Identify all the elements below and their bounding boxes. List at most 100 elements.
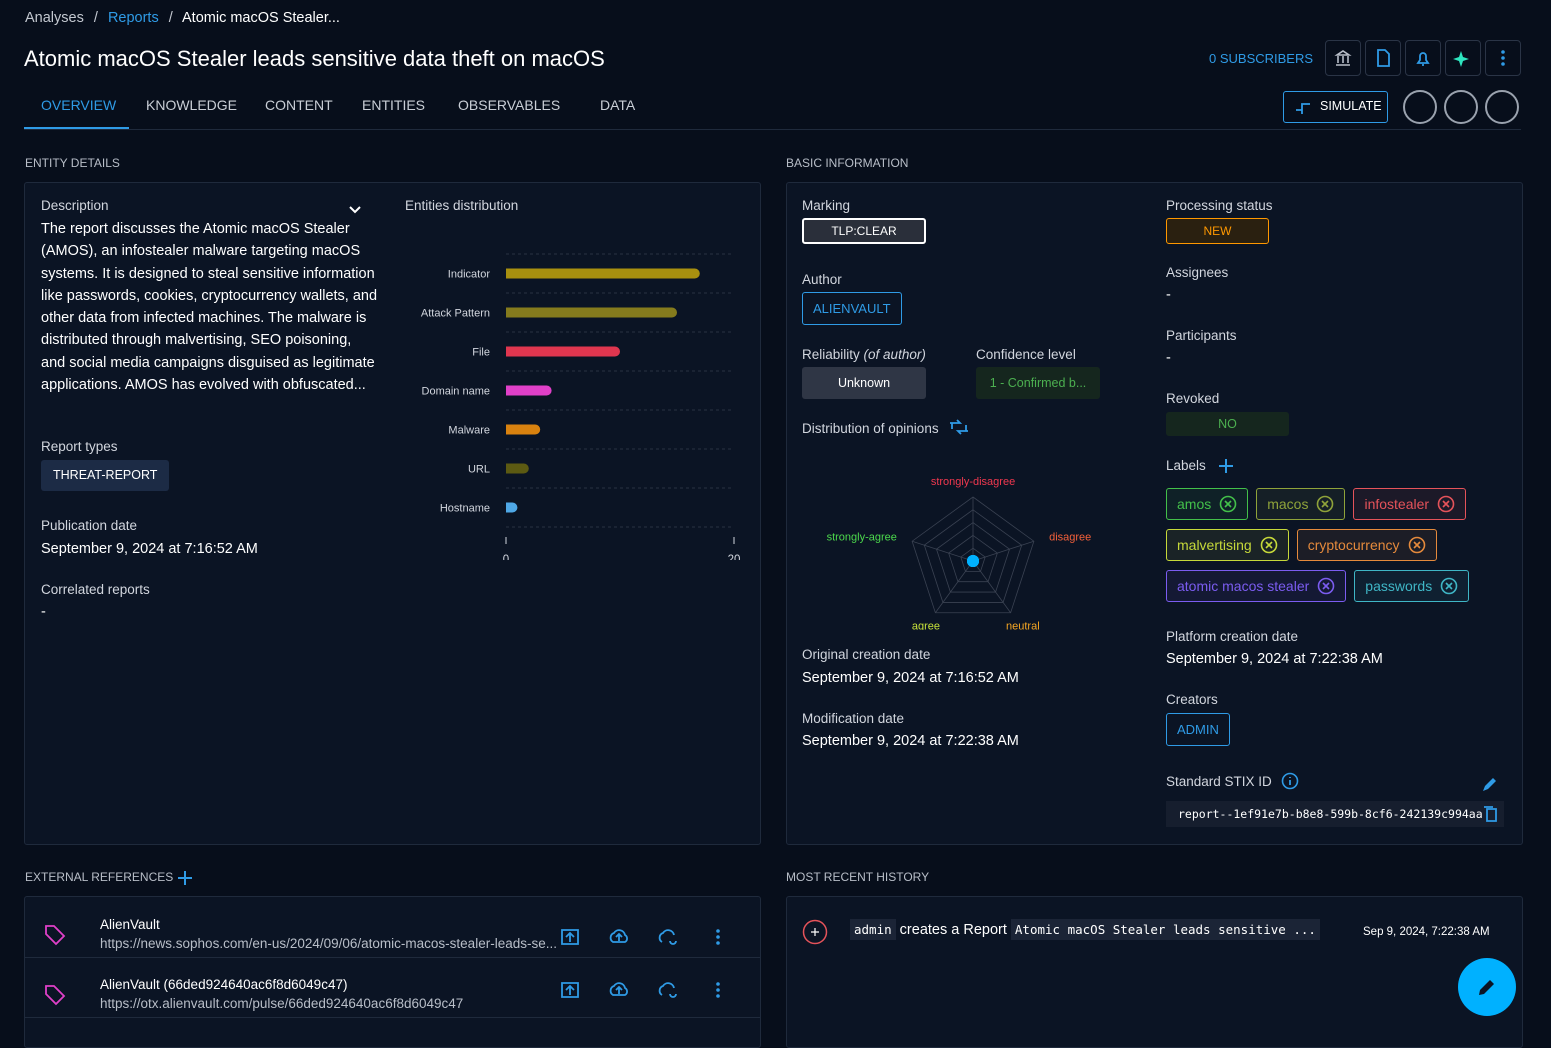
button-label: SIMULATE <box>1320 99 1382 113</box>
edit-icon[interactable] <box>1480 775 1500 793</box>
edit-fab[interactable] <box>1458 958 1516 1016</box>
field-label: Creators <box>1166 692 1218 707</box>
field-label: Standard STIX ID <box>1166 774 1272 789</box>
radar-label: agree <box>912 621 940 630</box>
round-button[interactable] <box>1403 90 1437 124</box>
label-text: cryptocurrency <box>1307 537 1400 553</box>
round-button[interactable] <box>1485 90 1519 124</box>
remove-label-button[interactable] <box>1219 495 1237 513</box>
icon <box>609 929 628 943</box>
reference-name[interactable]: AlienVault <box>100 917 160 932</box>
history-user: admin <box>850 919 896 940</box>
tab[interactable]: KNOWLEDGE <box>146 97 238 113</box>
label-text: malvertising <box>1177 537 1252 553</box>
label-text: atomic macos stealer <box>1177 578 1310 594</box>
action-button[interactable] <box>558 925 582 949</box>
references-panel <box>24 896 761 1048</box>
remove-label-button[interactable] <box>1440 577 1458 595</box>
action-button[interactable] <box>607 978 631 1002</box>
label-chip: infostealer <box>1353 488 1467 520</box>
label-text: amos <box>1177 496 1212 512</box>
expand-icon[interactable] <box>347 203 363 217</box>
radar-label: strongly-agree <box>827 531 897 543</box>
tab[interactable]: DATA <box>600 97 636 113</box>
tab[interactable]: OVERVIEW <box>41 97 117 113</box>
icon <box>1479 980 1494 995</box>
remove-label-button[interactable] <box>1260 536 1278 554</box>
bar <box>506 463 529 474</box>
icon <box>1412 541 1421 549</box>
action-button[interactable] <box>706 925 730 949</box>
field-value: September 9, 2024 at 7:16:52 AM <box>802 670 1019 686</box>
field-label: Confidence level <box>976 347 1076 362</box>
section-heading: MOST RECENT HISTORY <box>786 870 930 884</box>
bar <box>506 346 620 357</box>
x-tick-label: 20 <box>728 554 741 560</box>
tab[interactable]: ENTITIES <box>362 97 426 113</box>
icon <box>1453 51 1469 67</box>
action-button[interactable] <box>706 978 730 1002</box>
icon <box>1321 500 1330 508</box>
tab[interactable]: OBSERVABLES <box>458 97 561 113</box>
reference-url[interactable]: https://news.sophos.com/en-us/2024/09/06… <box>100 936 557 951</box>
tab[interactable]: CONTENT <box>265 97 333 113</box>
label-text: passwords <box>1365 578 1433 594</box>
label-chip: passwords <box>1354 570 1470 602</box>
radar-spoke <box>912 540 974 562</box>
remove-label-button[interactable] <box>1317 577 1335 595</box>
author-chip[interactable]: ALIENVAULT <box>802 292 902 325</box>
label-note: (of author) <box>863 347 926 362</box>
copy-icon[interactable] <box>1482 805 1500 823</box>
icon <box>716 935 720 939</box>
icon-button[interactable] <box>1485 40 1521 76</box>
add-reference-button[interactable] <box>176 869 194 887</box>
action-button[interactable] <box>656 978 680 1002</box>
tab-divider <box>24 129 1521 130</box>
info-panel <box>786 182 1523 845</box>
field-label: Processing status <box>1166 198 1273 213</box>
simulate-button[interactable]: SIMULATE <box>1283 91 1388 123</box>
separator: / <box>93 10 98 26</box>
creator-chip[interactable]: ADMIN <box>1166 713 1230 746</box>
marking-chip: TLP:CLEAR <box>802 218 926 244</box>
refresh-icon[interactable] <box>947 417 971 439</box>
icon <box>658 929 677 945</box>
label-chip: atomic macos stealer <box>1166 570 1347 602</box>
remove-label-button[interactable] <box>1408 536 1426 554</box>
remove-label-button[interactable] <box>1316 495 1334 513</box>
action-button[interactable] <box>656 925 680 949</box>
icon <box>1219 495 1237 513</box>
icon-button[interactable] <box>1365 40 1401 76</box>
action-button[interactable] <box>607 925 631 949</box>
subscribers[interactable]: 0 SUBSCRIBERS <box>1209 51 1314 66</box>
add-label-button[interactable] <box>1217 457 1235 475</box>
action-button[interactable] <box>558 978 582 1002</box>
field-label: Marking <box>802 198 851 213</box>
breadcrumb-item[interactable]: Analyses <box>25 10 84 26</box>
field-value: September 9, 2024 at 7:22:38 AM <box>1166 651 1383 667</box>
radar-ring <box>936 522 1010 593</box>
report-type-chip: THREAT-REPORT <box>41 460 170 491</box>
breadcrumb: Analyses / Reports / Atomic macOS Steale… <box>25 10 340 26</box>
icon-button[interactable] <box>1325 40 1361 76</box>
info-icon[interactable] <box>1281 772 1299 790</box>
field-value: September 9, 2024 at 7:16:52 AM <box>41 541 258 557</box>
reference-url[interactable]: https://otx.alienvault.com/pulse/66ded92… <box>100 996 464 1011</box>
labels-list: amos macos infostealer malvertising cryptocu… <box>1166 488 1516 611</box>
y-tick-label: Hostname <box>440 503 490 515</box>
icon-button[interactable] <box>1445 40 1481 76</box>
history-icon <box>802 919 828 945</box>
label-chip: cryptocurrency <box>1296 529 1437 561</box>
x-tick-label: 0 <box>503 554 509 560</box>
icon <box>1265 541 1273 549</box>
round-button[interactable] <box>1444 90 1478 124</box>
icon <box>1440 577 1458 595</box>
label-text: infostealer <box>1364 496 1430 512</box>
icon-button[interactable] <box>1405 40 1441 76</box>
breadcrumb-item[interactable]: Reports <box>107 10 159 26</box>
revoked-chip: NO <box>1166 412 1289 436</box>
reference-name[interactable]: AlienVault (66ded924640ac6f8d6049c47) <box>100 977 348 992</box>
tag-icon <box>45 985 66 1006</box>
remove-label-button[interactable] <box>1437 495 1455 513</box>
